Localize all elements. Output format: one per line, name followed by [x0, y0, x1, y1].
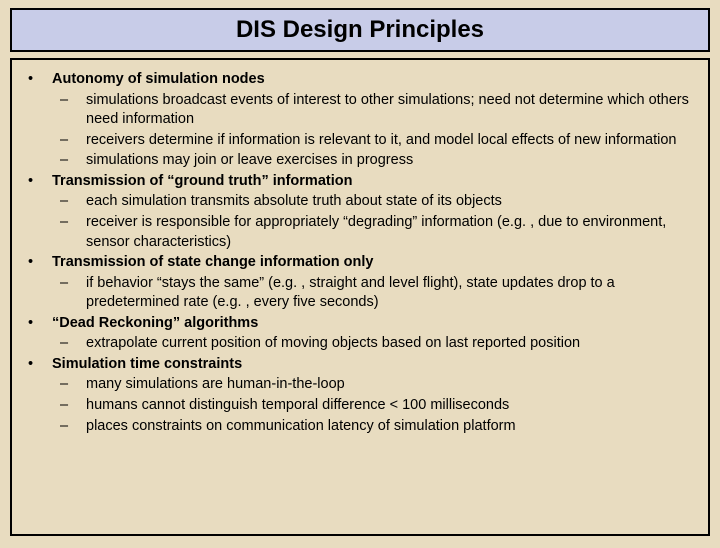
sub-bullet-item: – receiver is responsible for appropriat… [26, 213, 694, 252]
sub-bullet-item: – places constraints on communication la… [26, 417, 694, 437]
bullet-item: • Transmission of state change informati… [26, 253, 694, 273]
sub-bullet-text: receivers determine if information is re… [86, 131, 694, 151]
dash-marker: – [60, 375, 86, 395]
bullet-marker: • [26, 70, 52, 90]
bullet-item: • Autonomy of simulation nodes [26, 70, 694, 90]
bullet-heading: Transmission of “ground truth” informati… [52, 172, 694, 192]
sub-bullet-item: – simulations may join or leave exercise… [26, 151, 694, 171]
sub-bullet-text: receiver is responsible for appropriatel… [86, 213, 694, 252]
sub-bullet-text: if behavior “stays the same” (e.g. , str… [86, 274, 694, 313]
sub-bullet-item: – extrapolate current position of moving… [26, 334, 694, 354]
bullet-marker: • [26, 355, 52, 375]
bullet-marker: • [26, 253, 52, 273]
sub-bullet-item: – each simulation transmits absolute tru… [26, 192, 694, 212]
bullet-heading: Transmission of state change information… [52, 253, 694, 273]
sub-bullet-text: places constraints on communication late… [86, 417, 694, 437]
sub-bullet-item: – receivers determine if information is … [26, 131, 694, 151]
dash-marker: – [60, 396, 86, 416]
title-bar: DIS Design Principles [10, 8, 710, 52]
sub-bullet-text: simulations broadcast events of interest… [86, 91, 694, 130]
dash-marker: – [60, 213, 86, 252]
bullet-heading: Simulation time constraints [52, 355, 694, 375]
bullet-heading: “Dead Reckoning” algorithms [52, 314, 694, 334]
dash-marker: – [60, 91, 86, 130]
sub-bullet-item: – humans cannot distinguish temporal dif… [26, 396, 694, 416]
dash-marker: – [60, 131, 86, 151]
dash-marker: – [60, 151, 86, 171]
bullet-heading: Autonomy of simulation nodes [52, 70, 694, 90]
bullet-item: • “Dead Reckoning” algorithms [26, 314, 694, 334]
bullet-marker: • [26, 314, 52, 334]
sub-bullet-text: extrapolate current position of moving o… [86, 334, 694, 354]
bullet-item: • Simulation time constraints [26, 355, 694, 375]
sub-bullet-text: simulations may join or leave exercises … [86, 151, 694, 171]
dash-marker: – [60, 274, 86, 313]
dash-marker: – [60, 334, 86, 354]
sub-bullet-text: each simulation transmits absolute truth… [86, 192, 694, 212]
bullet-marker: • [26, 172, 52, 192]
dash-marker: – [60, 192, 86, 212]
slide-title: DIS Design Principles [236, 16, 484, 43]
content-box: • Autonomy of simulation nodes – simulat… [10, 58, 710, 536]
dash-marker: – [60, 417, 86, 437]
sub-bullet-item: – many simulations are human-in-the-loop [26, 375, 694, 395]
sub-bullet-item: – if behavior “stays the same” (e.g. , s… [26, 274, 694, 313]
sub-bullet-item: – simulations broadcast events of intere… [26, 91, 694, 130]
bullet-item: • Transmission of “ground truth” informa… [26, 172, 694, 192]
sub-bullet-text: many simulations are human-in-the-loop [86, 375, 694, 395]
sub-bullet-text: humans cannot distinguish temporal diffe… [86, 396, 694, 416]
